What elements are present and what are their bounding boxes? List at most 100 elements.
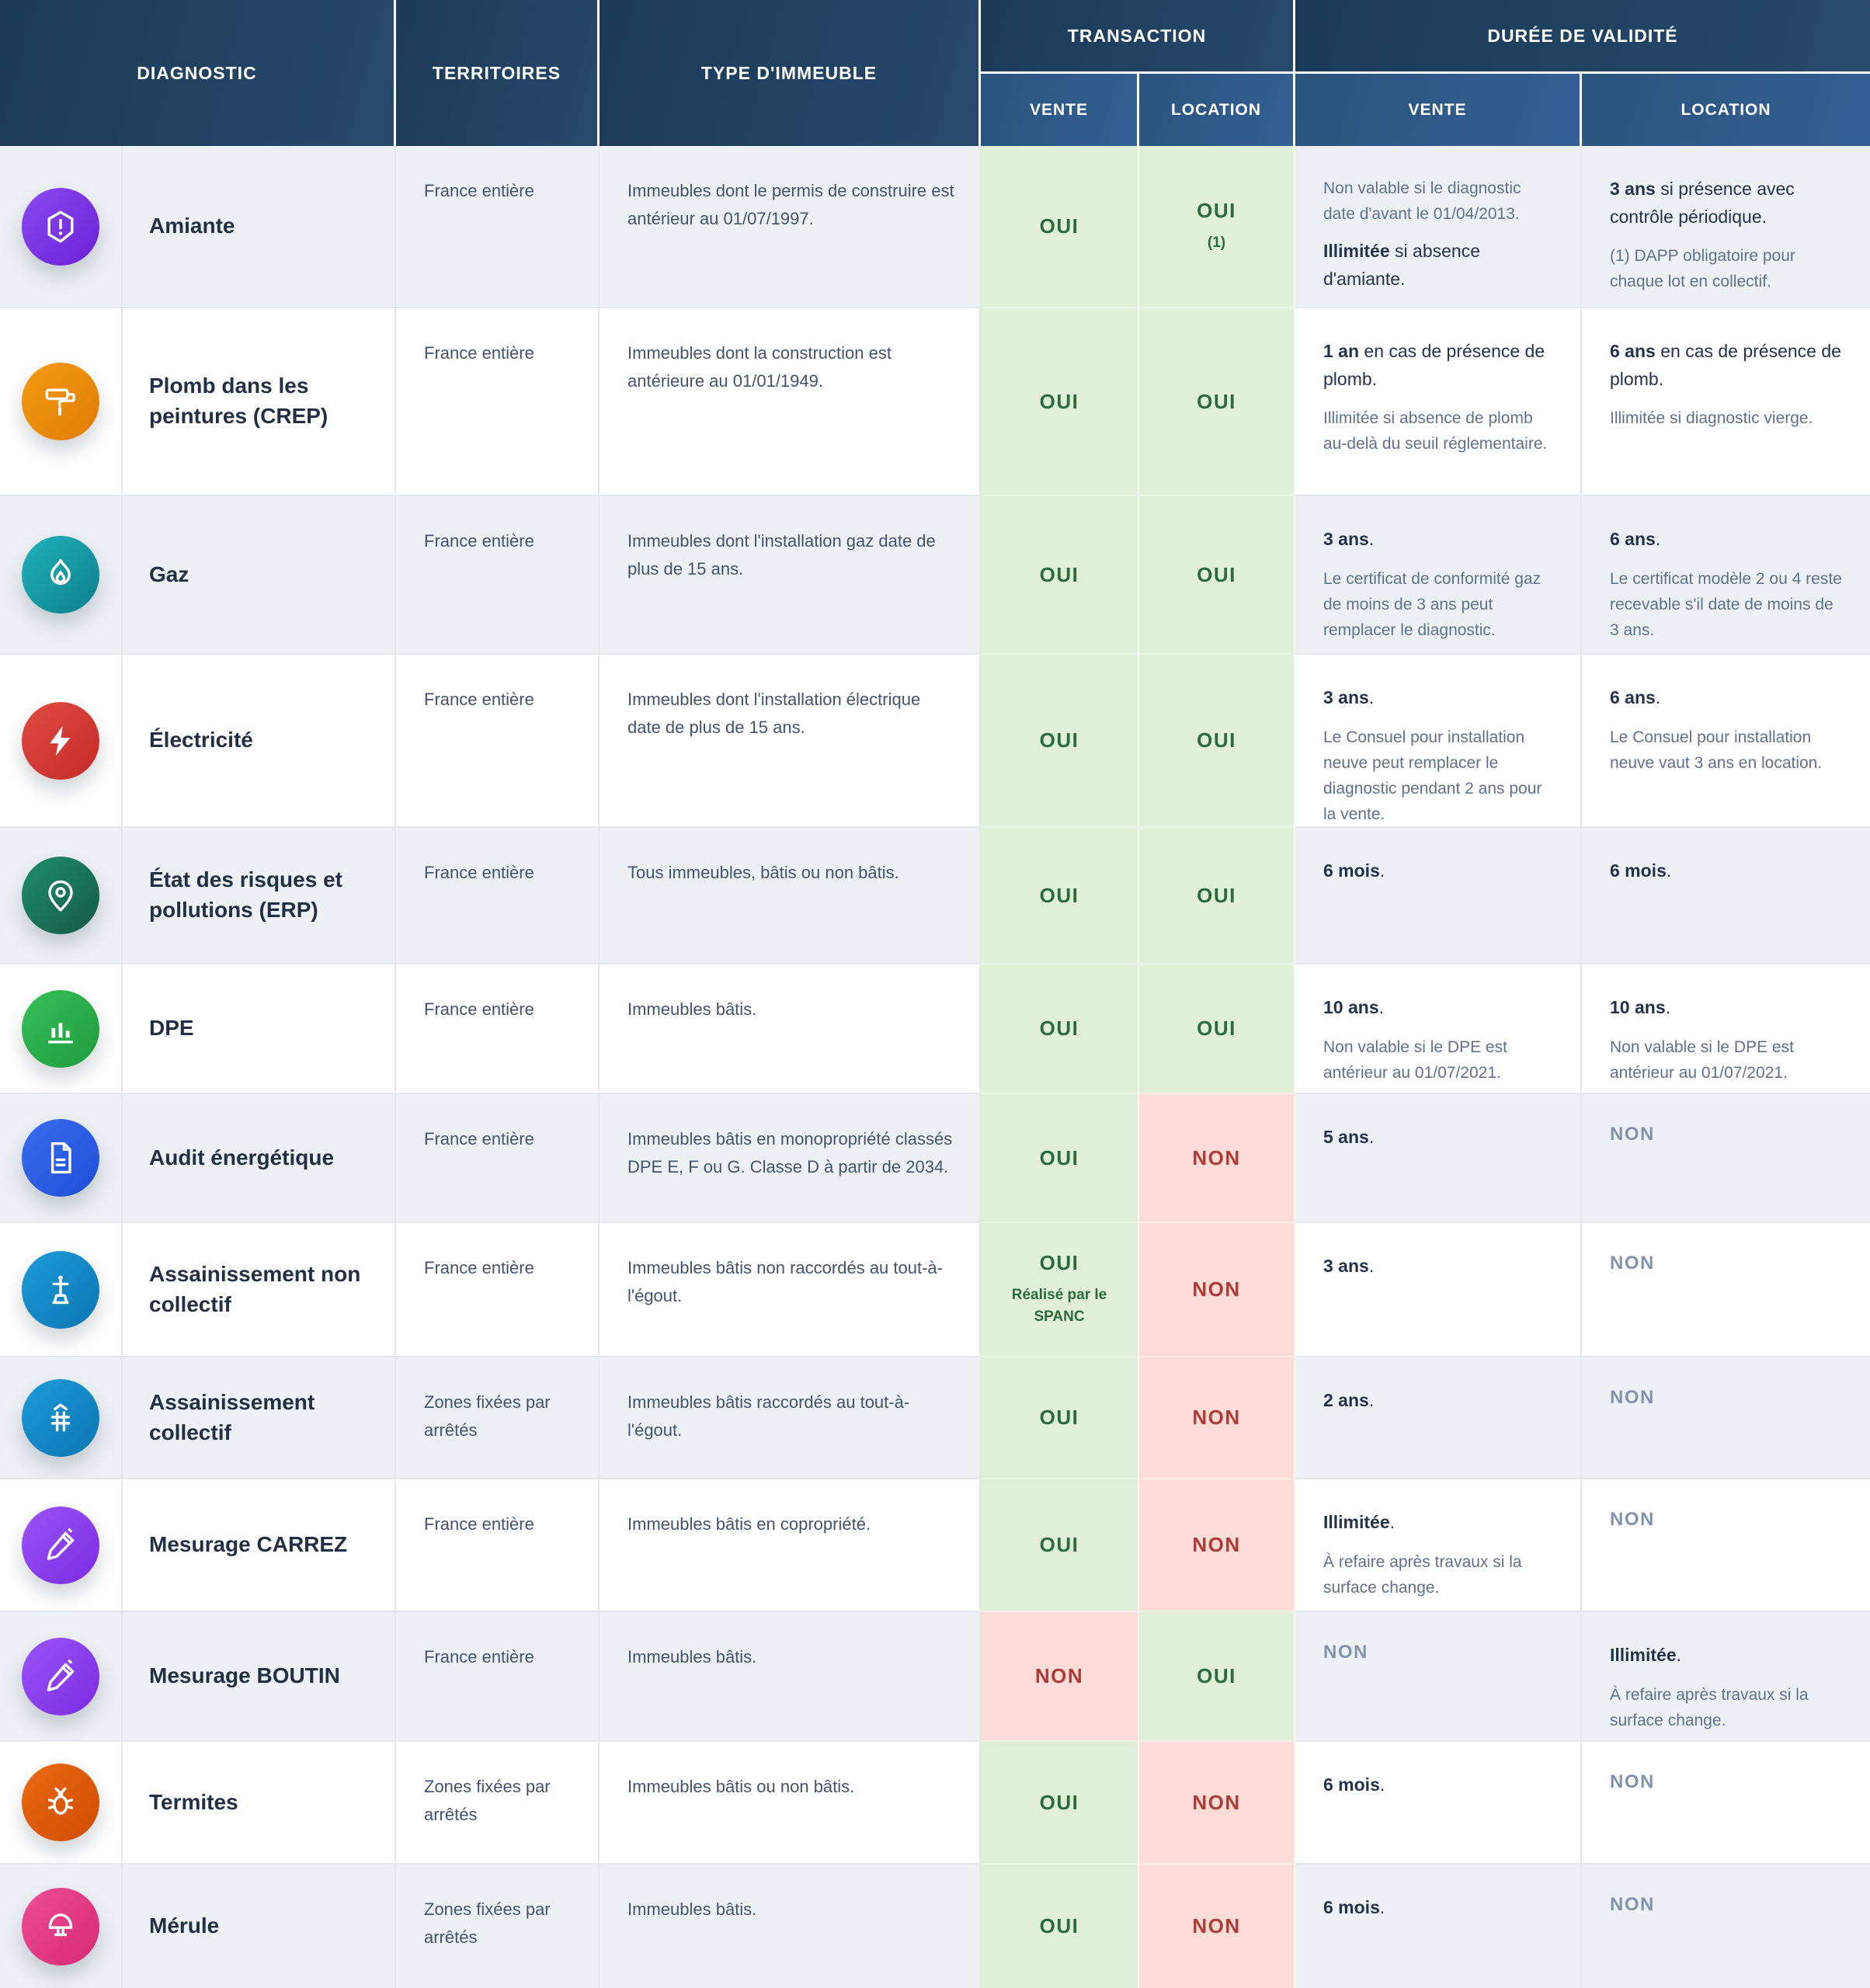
- header-duree-validite: DURÉE DE VALIDITÉ: [1295, 0, 1870, 74]
- territoire-cell: France entière: [396, 307, 600, 495]
- territoire-cell: France entière: [396, 1478, 600, 1611]
- diagnostic-icon-cell: [0, 307, 123, 495]
- validite-location-note: Illimitée si diagnostic vierge.: [1610, 409, 1813, 428]
- transaction-vente-note: Réalisé par le SPANC: [1011, 1287, 1107, 1325]
- validite-vente-cell: 3 ans.: [1295, 1222, 1582, 1356]
- validite-location-cell: NON: [1582, 1740, 1870, 1863]
- validite-vente-note: Non valable si le diagnostic date d'avan…: [1323, 179, 1521, 224]
- validite-location-note: Le certificat modèle 2 ou 4 reste receva…: [1610, 569, 1842, 639]
- lightning-icon: [50, 725, 71, 756]
- table-row: Termites Zones fixées par arrêtés Immeuble…: [0, 1740, 1870, 1863]
- validite-vente-cell: 10 ans. Non valable si le DPE est antérie…: [1295, 963, 1582, 1093]
- bar-chart-icon: [47, 1022, 74, 1043]
- validite-location-cell: NON: [1582, 1356, 1870, 1478]
- validite-location-duration: 10 ans.: [1610, 997, 1670, 1017]
- diagnostic-icon-cell: [0, 1356, 123, 1478]
- transaction-vente-value: OUI: [1039, 562, 1079, 586]
- document-icon: [50, 1142, 71, 1174]
- validite-vente-cell: 5 ans.: [1295, 1093, 1582, 1222]
- table-row: Assainissement non collectif France entiè…: [0, 1222, 1870, 1356]
- duration-strong: 5 ans: [1323, 1127, 1369, 1147]
- transaction-vente-cell: OUI: [981, 963, 1139, 1093]
- validite-location-cell: NON: [1582, 1093, 1870, 1222]
- validite-location-non: NON: [1610, 1253, 1655, 1274]
- validite-vente-cell: 6 mois.: [1295, 1740, 1582, 1863]
- transaction-location-value: NON: [1192, 1533, 1241, 1556]
- transaction-vente-value: OUI: [1039, 728, 1079, 752]
- diagnostic-name: Assainissement non collectif: [123, 1222, 396, 1356]
- type-immeuble-cell: Tous immeubles, bâtis ou non bâtis.: [600, 826, 981, 963]
- pencil-badge: [22, 1506, 99, 1584]
- diagnostic-name: Mesurage CARREZ: [123, 1478, 396, 1611]
- table-body: Amiante France entière Immeubles dont le p…: [0, 146, 1870, 1988]
- table-row: Mesurage BOUTIN France entière Immeubles b…: [0, 1611, 1870, 1740]
- type-immeuble-cell: Immeubles bâtis raccordés au tout-à-l'ég…: [600, 1356, 981, 1478]
- validite-vente-cell: Non valable si le diagnostic date d'avan…: [1295, 146, 1582, 307]
- transaction-location-value: NON: [1192, 1145, 1241, 1170]
- validite-vente-cell: 1 an en cas de présence de plomb. Illimit…: [1295, 307, 1582, 495]
- validite-location-duration: 6 mois.: [1610, 860, 1672, 881]
- validite-location-cell: NON: [1582, 1222, 1870, 1356]
- document-badge: [22, 1119, 99, 1197]
- validite-location-cell: NON: [1582, 1478, 1870, 1611]
- pencil-icon: [47, 1527, 75, 1560]
- territoire-cell: France entière: [396, 1093, 600, 1222]
- duration-strong: 6 mois: [1610, 860, 1667, 881]
- subheader-transaction-vente: VENTE: [981, 74, 1139, 146]
- diagnostic-name: Mesurage BOUTIN: [123, 1611, 396, 1740]
- territoire-cell: France entière: [396, 826, 600, 963]
- territoire-cell: France entière: [396, 963, 600, 1093]
- mushroom-icon: [48, 1913, 73, 1936]
- table-row: DPE France entière Immeubles bâtis. OUI OUI 1…: [0, 963, 1870, 1093]
- territoire-cell: France entière: [396, 146, 600, 307]
- transaction-location-cell: NON: [1139, 1222, 1295, 1356]
- transaction-vente-value: NON: [1034, 1664, 1084, 1687]
- pipe-badge: [22, 1378, 99, 1457]
- transaction-location-cell: NON: [1139, 1478, 1295, 1611]
- validite-location-cell: NON: [1582, 1863, 1870, 1988]
- pencil-badge: [22, 1637, 99, 1715]
- transaction-vente-cell: OUI Réalisé par le SPANC: [981, 1222, 1139, 1356]
- subheader-validite-vente: VENTE: [1295, 74, 1582, 146]
- diagnostic-name: Électricité: [123, 653, 396, 826]
- table-row: Audit énergétique France entière Immeubles…: [0, 1093, 1870, 1222]
- validite-location-cell: 3 ans si présence avec contrôle périodiq…: [1582, 146, 1870, 307]
- type-immeuble-cell: Immeubles dont l'installation électrique…: [600, 653, 981, 826]
- duration-strong: 10 ans: [1323, 997, 1379, 1017]
- type-immeuble-cell: Immeubles bâtis ou non bâtis.: [600, 1740, 981, 1863]
- diagnostic-name: Amiante: [123, 146, 396, 307]
- validite-vente-duration: 6 mois.: [1323, 860, 1385, 881]
- table-row: Électricité France entière Immeubles dont …: [0, 653, 1870, 826]
- validite-location-non: NON: [1610, 1771, 1655, 1792]
- validite-vente-note: Le certificat de conformité gaz de moins…: [1323, 569, 1542, 639]
- validite-location-note: Non valable si le DPE est antérieur au 0…: [1610, 1037, 1794, 1082]
- validite-vente-duration: 1 an en cas de présence de plomb.: [1323, 341, 1545, 389]
- transaction-location-cell: OUI: [1139, 495, 1295, 653]
- table-row: Mesurage CARREZ France entière Immeubles b…: [0, 1478, 1870, 1611]
- transaction-location-value: NON: [1192, 1914, 1241, 1938]
- transaction-vente-cell: OUI: [981, 1093, 1139, 1222]
- transaction-vente-value: OUI: [1039, 1406, 1079, 1429]
- mushroom-badge: [22, 1887, 99, 1965]
- validite-vente-duration: 3 ans.: [1323, 529, 1375, 549]
- type-immeuble-cell: Immeubles dont la construction est antér…: [600, 307, 981, 495]
- type-immeuble-cell: Immeubles bâtis.: [600, 1611, 981, 1740]
- diagnostic-icon-cell: [0, 495, 123, 653]
- diagnostic-icon-cell: [0, 146, 123, 307]
- duration-strong: 6 mois: [1323, 1774, 1380, 1795]
- transaction-location-value: NON: [1192, 1790, 1241, 1814]
- territoire-cell: France entière: [396, 1222, 600, 1356]
- diagnostic-name: Assainissement collectif: [123, 1356, 396, 1478]
- diagnostic-icon-cell: [0, 963, 123, 1093]
- validite-location-cell: 6 ans en cas de présence de plomb. Illimi…: [1582, 307, 1870, 495]
- territoire-cell: Zones fixées par arrêtés: [396, 1740, 600, 1863]
- transaction-location-value: NON: [1192, 1277, 1241, 1301]
- transaction-vente-cell: OUI: [981, 1863, 1139, 1988]
- validite-location-cell: 10 ans. Non valable si le DPE est antérie…: [1582, 963, 1870, 1093]
- validite-vente-note: Non valable si le DPE est antérieur au 0…: [1323, 1037, 1507, 1082]
- transaction-vente-value: OUI: [1039, 1914, 1079, 1938]
- map-pin-badge: [22, 857, 99, 934]
- validite-location-duration: Illimitée.: [1610, 1645, 1682, 1665]
- map-pin-icon: [48, 880, 73, 912]
- transaction-vente-cell: OUI: [981, 653, 1139, 826]
